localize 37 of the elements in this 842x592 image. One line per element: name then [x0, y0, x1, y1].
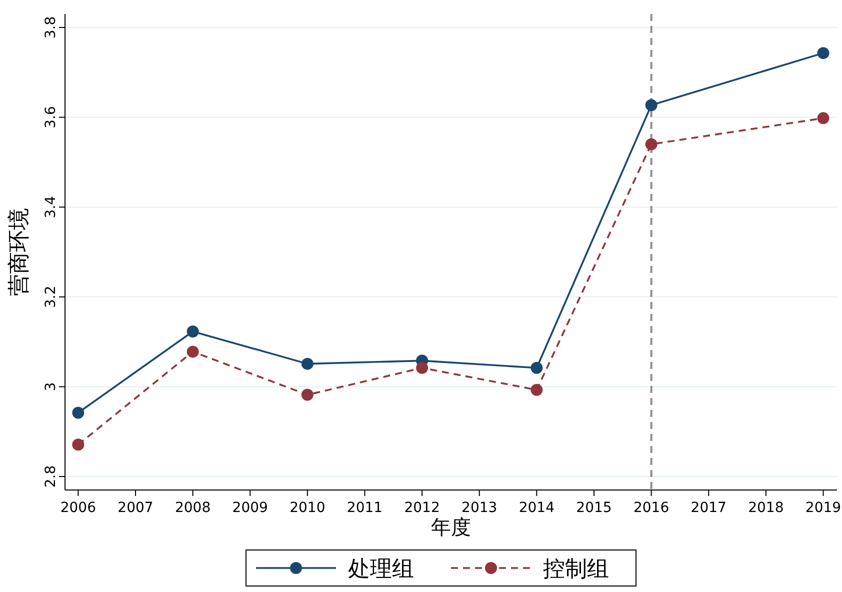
- x-tick-label: 2016: [633, 500, 670, 516]
- x-tick-label: 2006: [60, 500, 96, 516]
- point: [72, 438, 84, 451]
- point: [186, 346, 199, 358]
- x-tick-label: 2017: [690, 500, 726, 516]
- x-tick-label: 2013: [462, 500, 498, 516]
- point: [416, 362, 428, 374]
- point: [645, 99, 658, 112]
- y-tick-label: 2.8: [43, 465, 59, 488]
- point: [186, 325, 199, 338]
- x-tick-label: 2012: [404, 500, 440, 516]
- legend-label: 控制组: [543, 557, 609, 582]
- point: [301, 358, 314, 370]
- y-tick-label: 3.2: [43, 286, 59, 308]
- x-tick-label: 2018: [748, 500, 784, 516]
- x-tick-label: 2019: [805, 500, 842, 516]
- point: [301, 388, 314, 401]
- x-tick-label: 2010: [290, 500, 326, 516]
- y-tick-label: 3: [43, 382, 59, 392]
- point: [645, 138, 658, 150]
- point: [72, 406, 84, 419]
- y-axis-title: 营商环境: [7, 208, 32, 296]
- legend-label: 处理组: [348, 557, 414, 582]
- x-tick-label: 2011: [346, 500, 383, 516]
- point: [817, 112, 830, 124]
- y-tick-label: 3.6: [43, 106, 59, 128]
- x-tick-label: 2007: [118, 500, 154, 516]
- point: [530, 362, 543, 374]
- y-tick-label: 3.4: [43, 196, 59, 218]
- point: [817, 47, 830, 60]
- point: [530, 384, 543, 396]
- y-tick-label: 3.8: [43, 16, 59, 39]
- x-axis-title: 年度: [431, 515, 471, 539]
- x-tick-label: 2008: [174, 500, 211, 516]
- x-tick-label: 2009: [232, 500, 268, 516]
- x-tick-label: 2014: [518, 500, 555, 516]
- x-tick-label: 2015: [576, 500, 612, 516]
